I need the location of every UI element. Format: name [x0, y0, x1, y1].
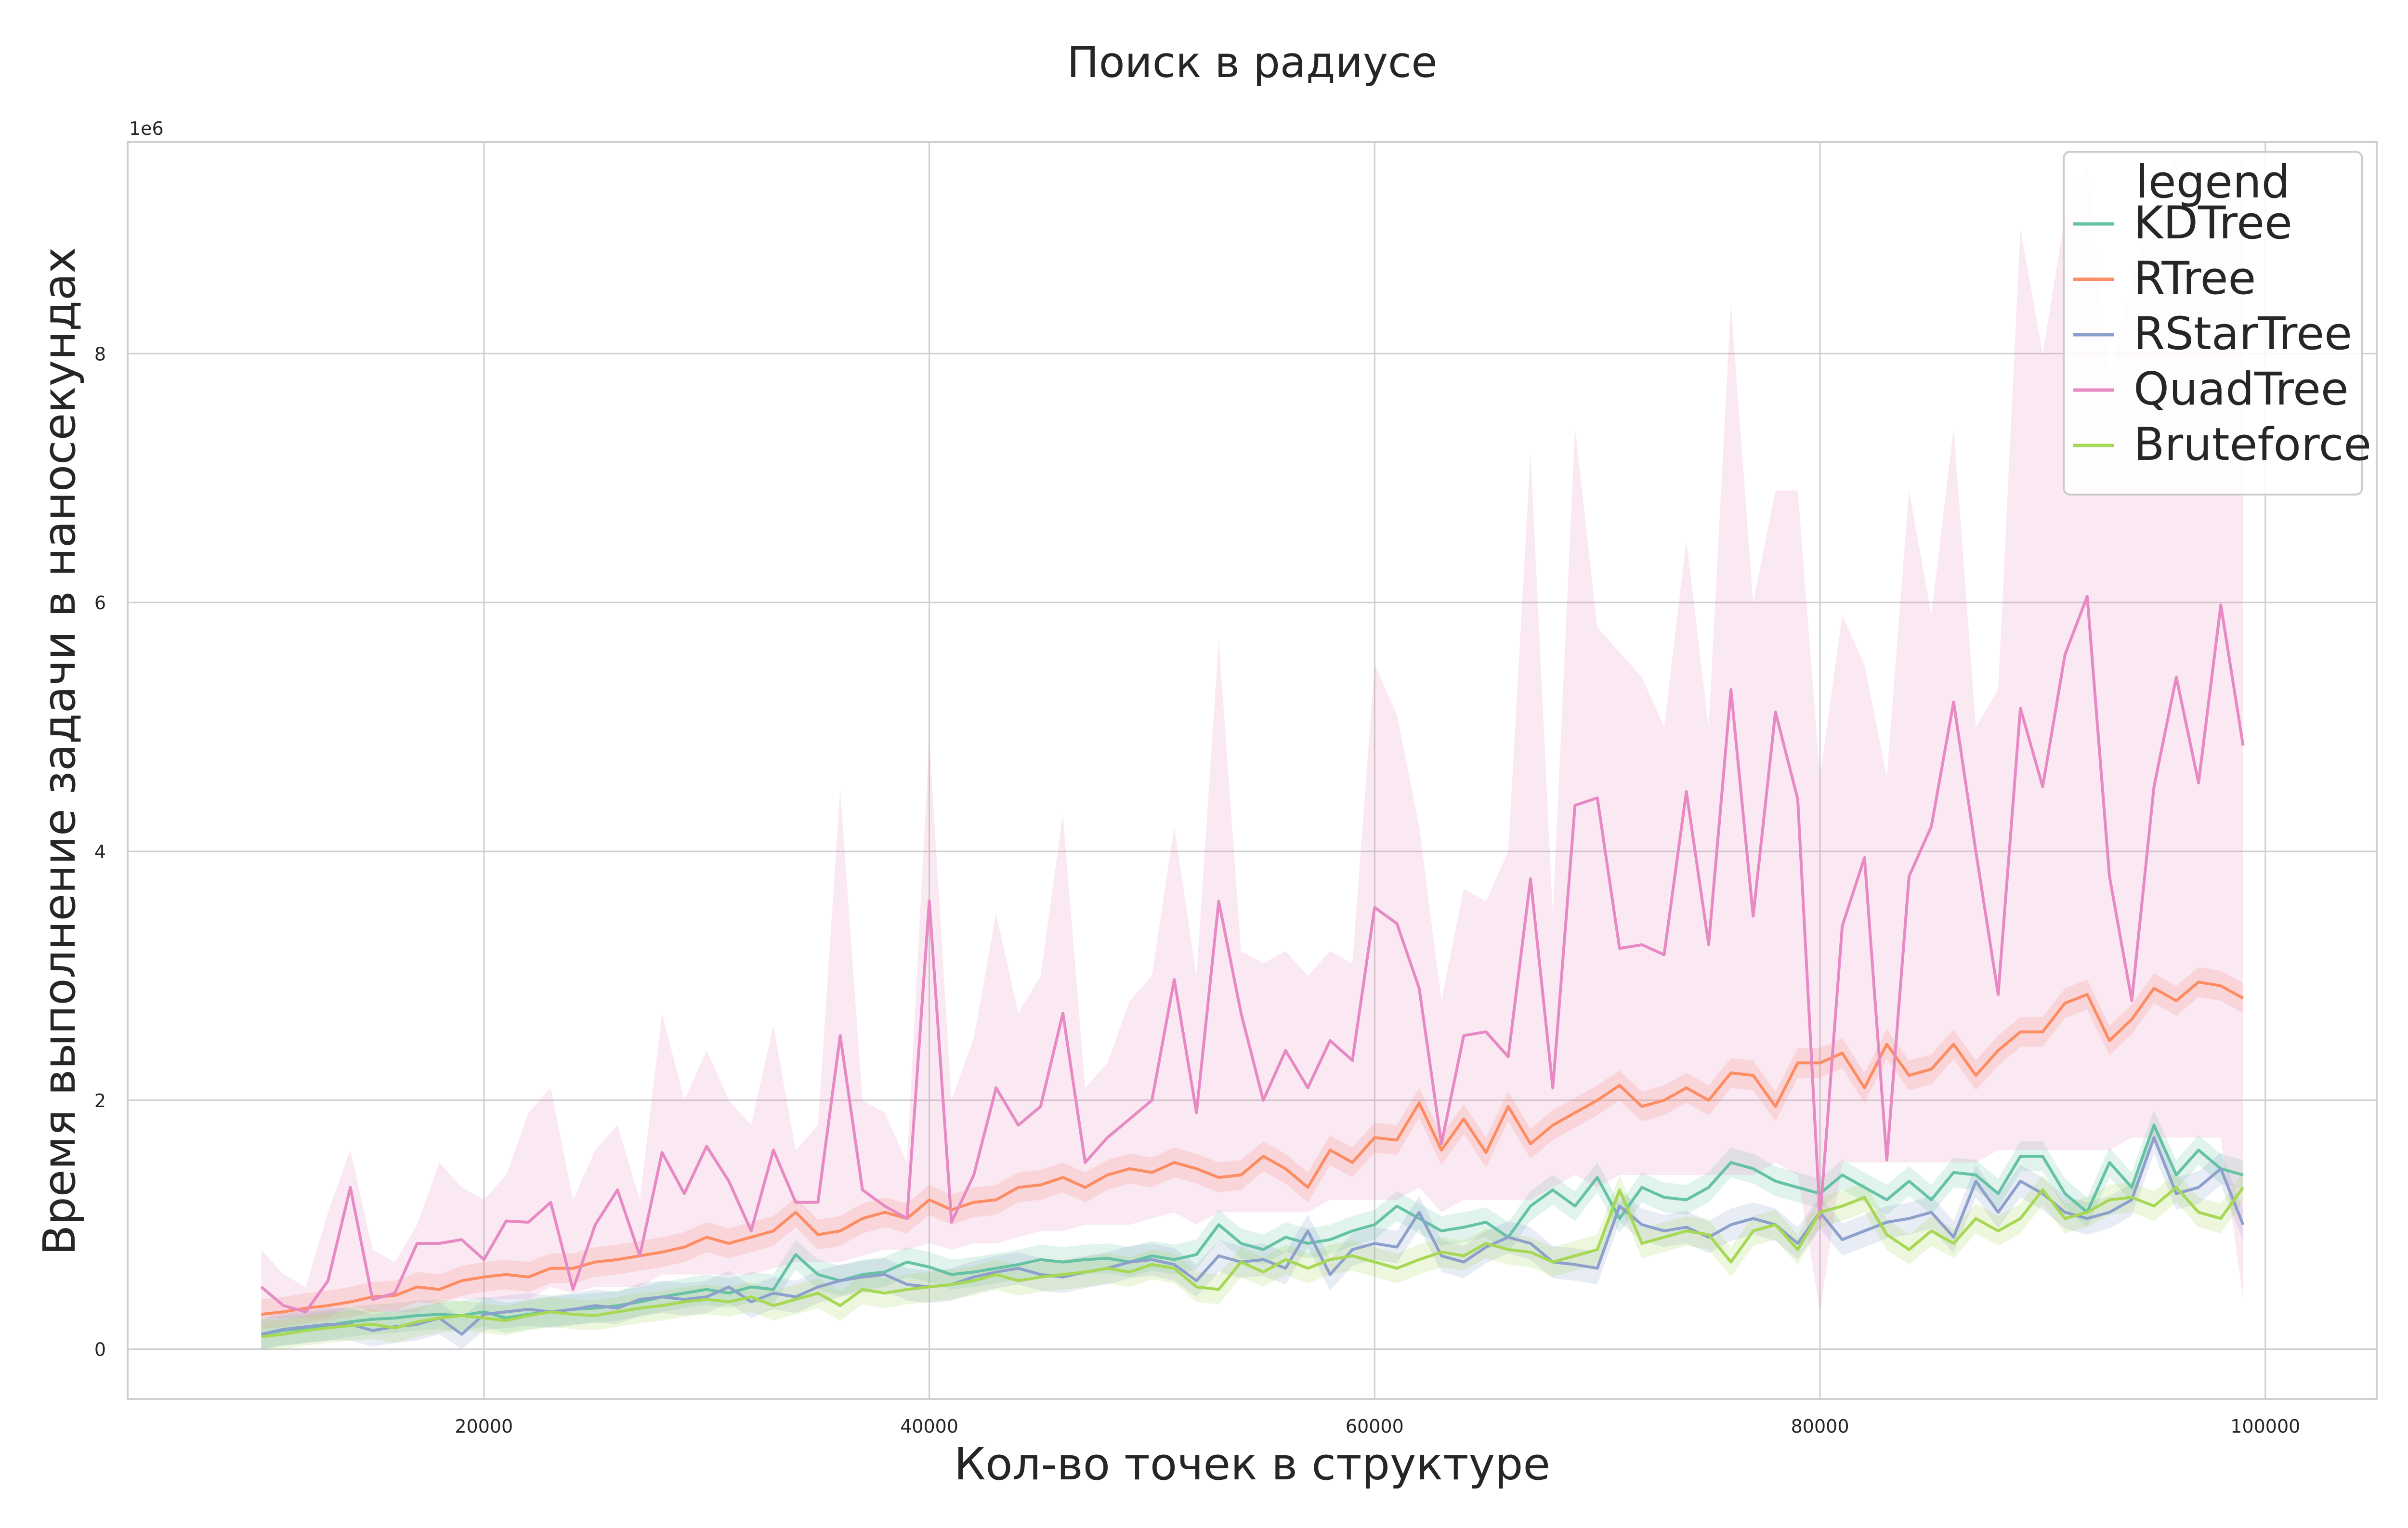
- legend-title: legend: [2136, 156, 2290, 209]
- x-tick-labels: 20000 40000 60000 80000 100000: [455, 1416, 2300, 1437]
- legend-label-bruteforce: Bruteforce: [2133, 418, 2371, 471]
- rstartree-confidence-band: [261, 1121, 2243, 1349]
- rtree-series-line: [261, 980, 2244, 1316]
- chart-title: Поиск в радиусе: [1067, 38, 1438, 87]
- x-tick-label: 40000: [900, 1416, 958, 1437]
- x-axis-title: Кол-во точек в структуре: [954, 1438, 1550, 1490]
- plot-area-frame: [127, 141, 2378, 1400]
- legend-box: [2063, 151, 2363, 496]
- kdtree-series-line: [261, 1123, 2244, 1336]
- x-tick-label: 60000: [1346, 1416, 1404, 1437]
- y-tick-label: 0: [94, 1339, 106, 1360]
- legend-label-quadtree: QuadTree: [2133, 363, 2349, 416]
- y-tick-label: 4: [94, 841, 106, 862]
- x-tick-label: 20000: [455, 1416, 513, 1437]
- x-tick-label: 100000: [2230, 1416, 2300, 1437]
- quadtree-series-line: [260, 595, 2245, 1314]
- grid-lines: [128, 142, 2377, 1399]
- y-tick-label: 8: [94, 343, 106, 365]
- rtree-confidence-band: [261, 967, 2243, 1330]
- legend: legend KDTreeRTreeRStarTreeQuadTreeBrute…: [2063, 151, 2371, 496]
- x-tick-label: 80000: [1791, 1416, 1849, 1437]
- bruteforce-series-line: [261, 1186, 2245, 1338]
- kdtree-confidence-band: [261, 1110, 2243, 1349]
- y-axis-title: Время выполнение задачи в наносекундах: [34, 247, 85, 1255]
- legend-label-kdtree: KDTree: [2133, 197, 2292, 249]
- quadtree-confidence-band: [261, 154, 2243, 1318]
- y-tick-label: 6: [94, 592, 106, 614]
- y-tick-label: 2: [94, 1090, 106, 1111]
- y-tick-labels: 0 2 4 6 8: [94, 343, 106, 1360]
- legend-label-rtree: RTree: [2133, 252, 2256, 305]
- legend-label-rstartree: RStarTree: [2133, 308, 2352, 360]
- series-lines: [260, 595, 2245, 1338]
- rstartree-series-line: [261, 1136, 2245, 1336]
- y-axis-multiplier: 1e6: [129, 118, 164, 139]
